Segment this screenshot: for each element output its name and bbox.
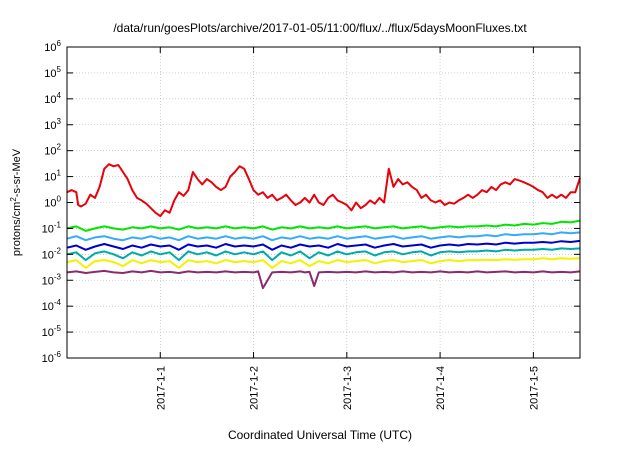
series-line-6 <box>66 257 581 269</box>
series-line-1 <box>66 163 581 218</box>
chart-title: /data/run/goesPlots/archive/2017-01-05/1… <box>113 21 527 35</box>
x-tick-label: 2017-1-2 <box>249 366 261 410</box>
y-tick-label: 10-3 <box>42 272 62 287</box>
series-line-3 <box>66 231 581 242</box>
series-line-5 <box>66 247 581 262</box>
x-tick-label: 2017-1-5 <box>528 366 540 410</box>
grid <box>67 47 580 358</box>
y-tick-label: 102 <box>44 143 61 158</box>
y-tick-label: 105 <box>44 65 61 80</box>
y-tick-label: 104 <box>44 91 61 106</box>
y-tick-label: 101 <box>44 169 61 184</box>
y-tick-label: 10-4 <box>42 298 62 313</box>
series-line-7 <box>66 269 581 290</box>
plot-frame <box>66 46 581 359</box>
x-tick-label: 2017-1-3 <box>342 366 354 410</box>
x-tick-label: 2017-1-1 <box>155 366 167 410</box>
series-line-4 <box>66 239 581 251</box>
y-tick-label: 10-2 <box>42 246 62 261</box>
y-tick-label: 103 <box>44 117 61 132</box>
y-axis-label: protons/cm2-s-sr-MeV <box>9 148 23 256</box>
y-tick-label: 10-6 <box>42 350 62 365</box>
y-tick-label: 106 <box>44 39 61 54</box>
y-tick-label: 10-1 <box>42 220 62 235</box>
y-tick-label: 100 <box>44 195 61 210</box>
x-axis-label: Coordinated Universal Time (UTC) <box>227 428 413 442</box>
y-tick-label: 10-5 <box>42 324 62 339</box>
x-tick-label: 2017-1-4 <box>435 366 447 410</box>
axis-ticks: 10-6 10-5 10-4 10-3 10-2 10-1 100 101 102 103 104 1… <box>42 39 580 410</box>
series-group <box>66 163 581 290</box>
series-line-2 <box>66 219 581 232</box>
